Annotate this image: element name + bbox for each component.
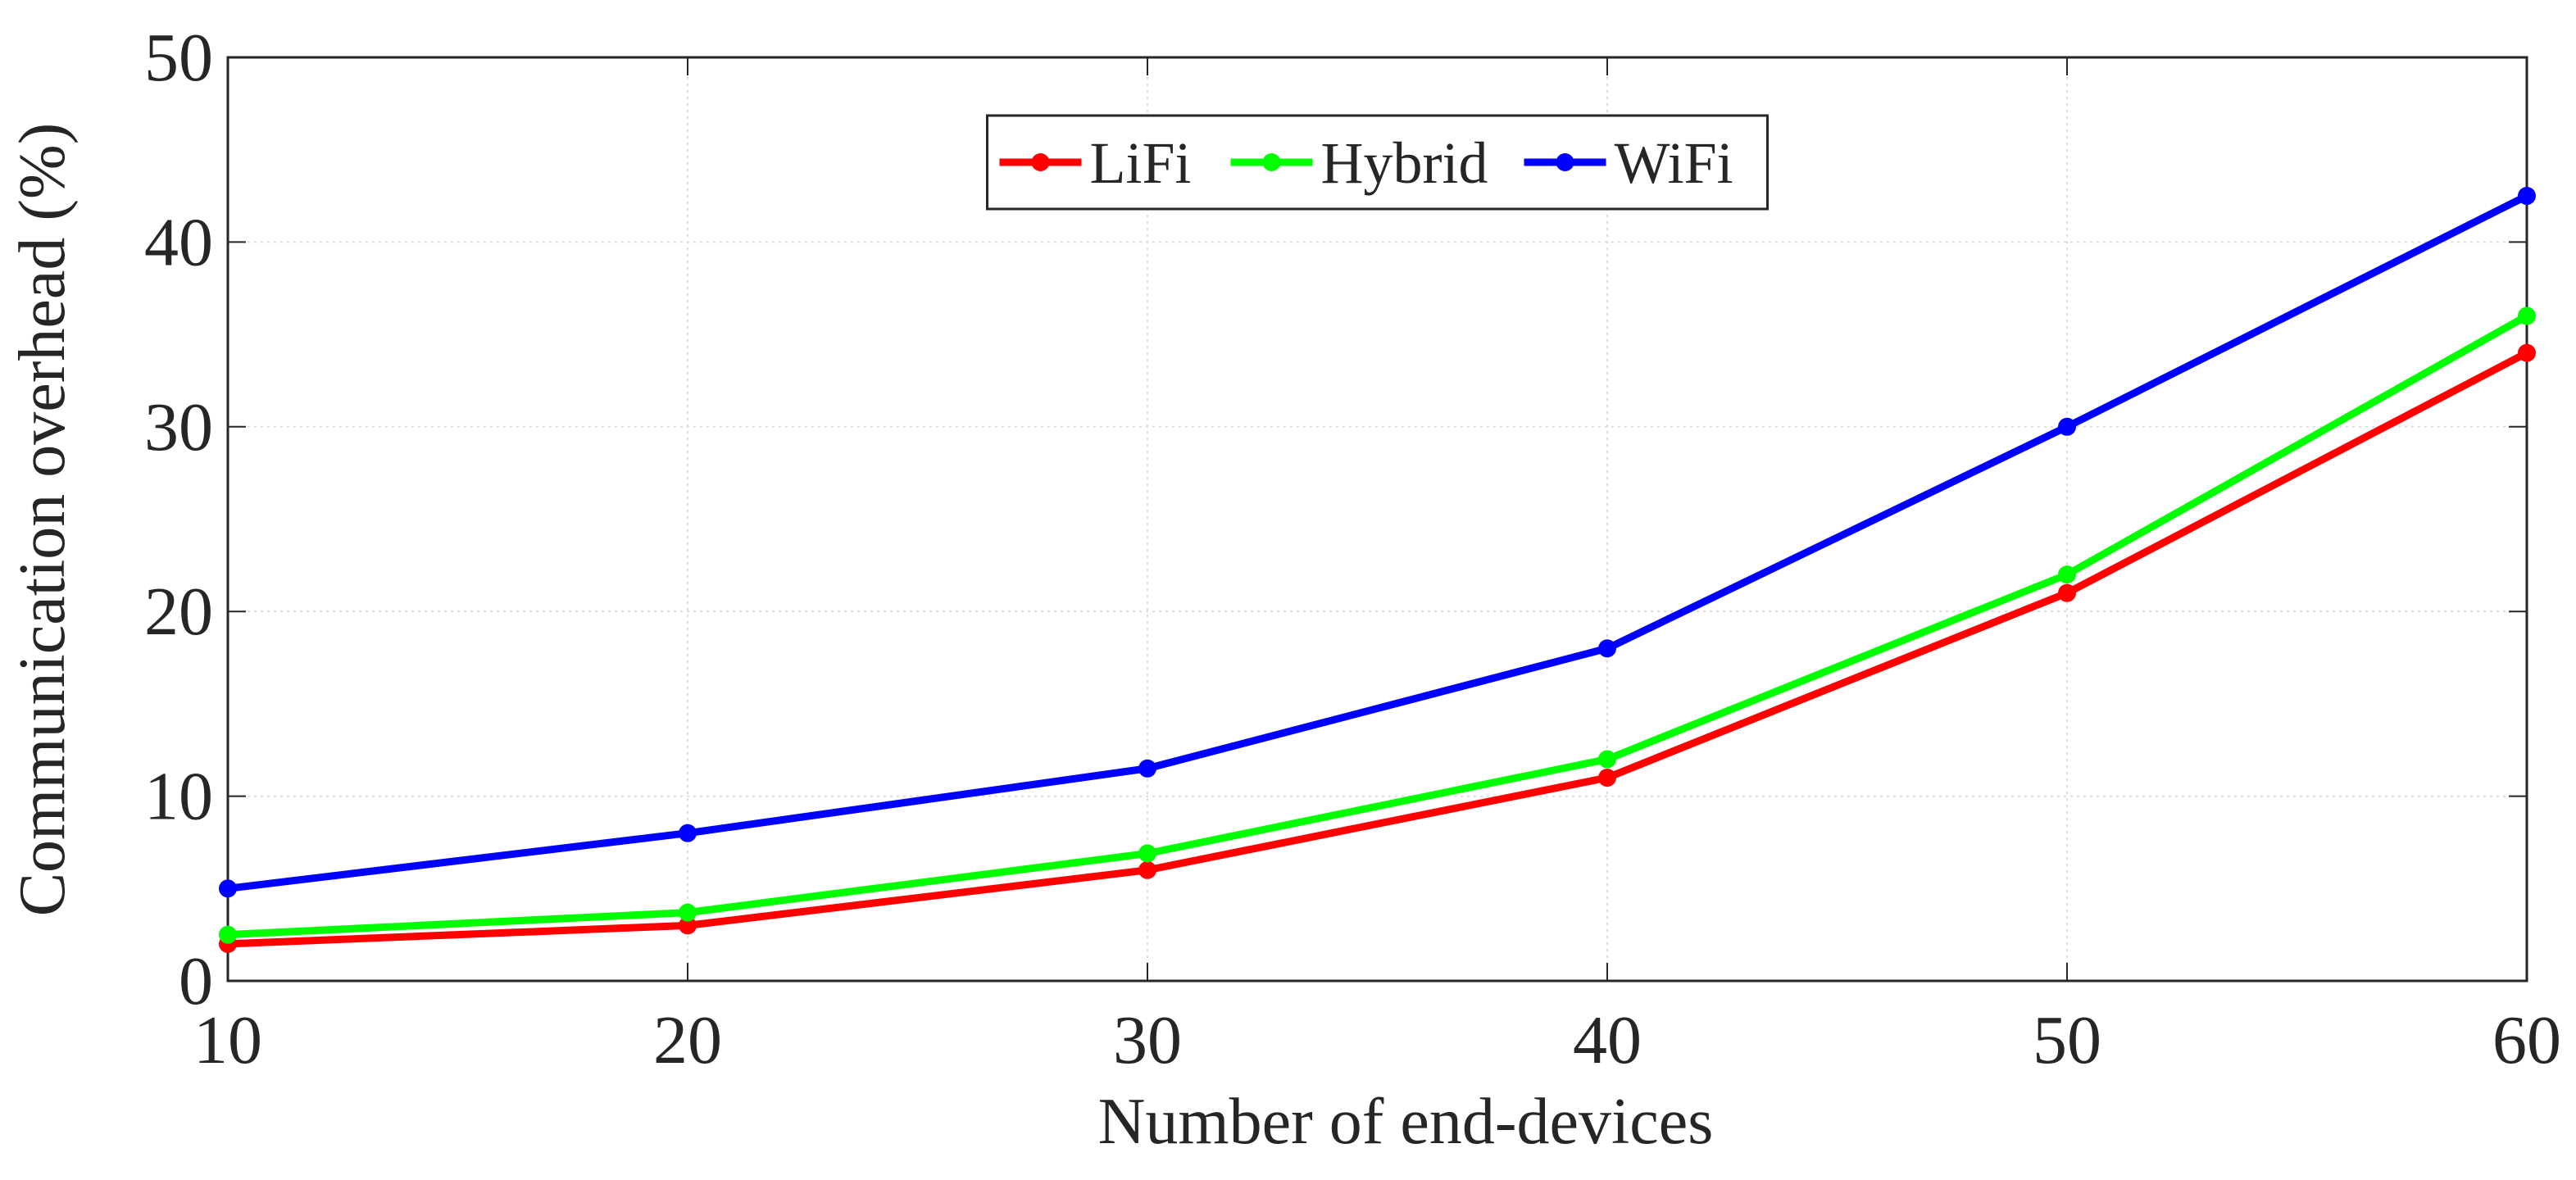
legend-box — [986, 114, 1769, 211]
legend-marker — [1262, 153, 1281, 171]
x-tick-label: 30 — [1113, 1002, 1182, 1078]
point-marker — [2518, 343, 2536, 362]
series-line — [227, 349, 2529, 948]
point-marker — [2518, 306, 2536, 325]
point-marker — [679, 916, 697, 935]
point-marker — [219, 879, 237, 898]
y-axis-label: Communication overhead (%) — [7, 123, 79, 917]
point-marker — [1138, 759, 1156, 778]
x-tick-label: 10 — [193, 1002, 262, 1078]
x-axis-label: Number of end-devices — [1098, 1086, 1714, 1158]
plot-frame — [226, 56, 2528, 983]
point-marker — [219, 925, 237, 944]
series-line — [227, 312, 2529, 939]
point-marker — [1598, 750, 1616, 769]
x-tick-label: 60 — [2492, 1002, 2561, 1078]
x-tick-label: 40 — [1573, 1002, 1642, 1078]
y-tick-label: 20 — [144, 574, 213, 650]
x-tick-label: 50 — [2033, 1002, 2101, 1078]
y-tick-label: 30 — [144, 389, 213, 465]
legend-label: WiFi — [1615, 130, 1733, 196]
point-marker — [2518, 187, 2536, 206]
point-marker — [2058, 583, 2076, 602]
legend-label: LiFi — [1090, 130, 1192, 196]
legend-marker — [1031, 153, 1050, 171]
point-marker — [2058, 565, 2076, 584]
y-tick-label: 50 — [144, 20, 213, 96]
y-tick-label: 40 — [144, 204, 213, 280]
point-marker — [1598, 769, 1616, 787]
point-marker — [1598, 639, 1616, 658]
series-line — [227, 193, 2529, 892]
legend-marker — [1556, 153, 1574, 171]
point-marker — [2058, 417, 2076, 436]
point-marker — [679, 824, 697, 842]
x-tick-label: 20 — [653, 1002, 722, 1078]
point-marker — [1138, 860, 1156, 879]
y-tick-label: 0 — [179, 943, 213, 1019]
legend-label: Hybrid — [1321, 130, 1488, 196]
point-marker — [1138, 844, 1156, 863]
y-tick-label: 10 — [144, 759, 213, 835]
point-marker — [679, 903, 697, 922]
